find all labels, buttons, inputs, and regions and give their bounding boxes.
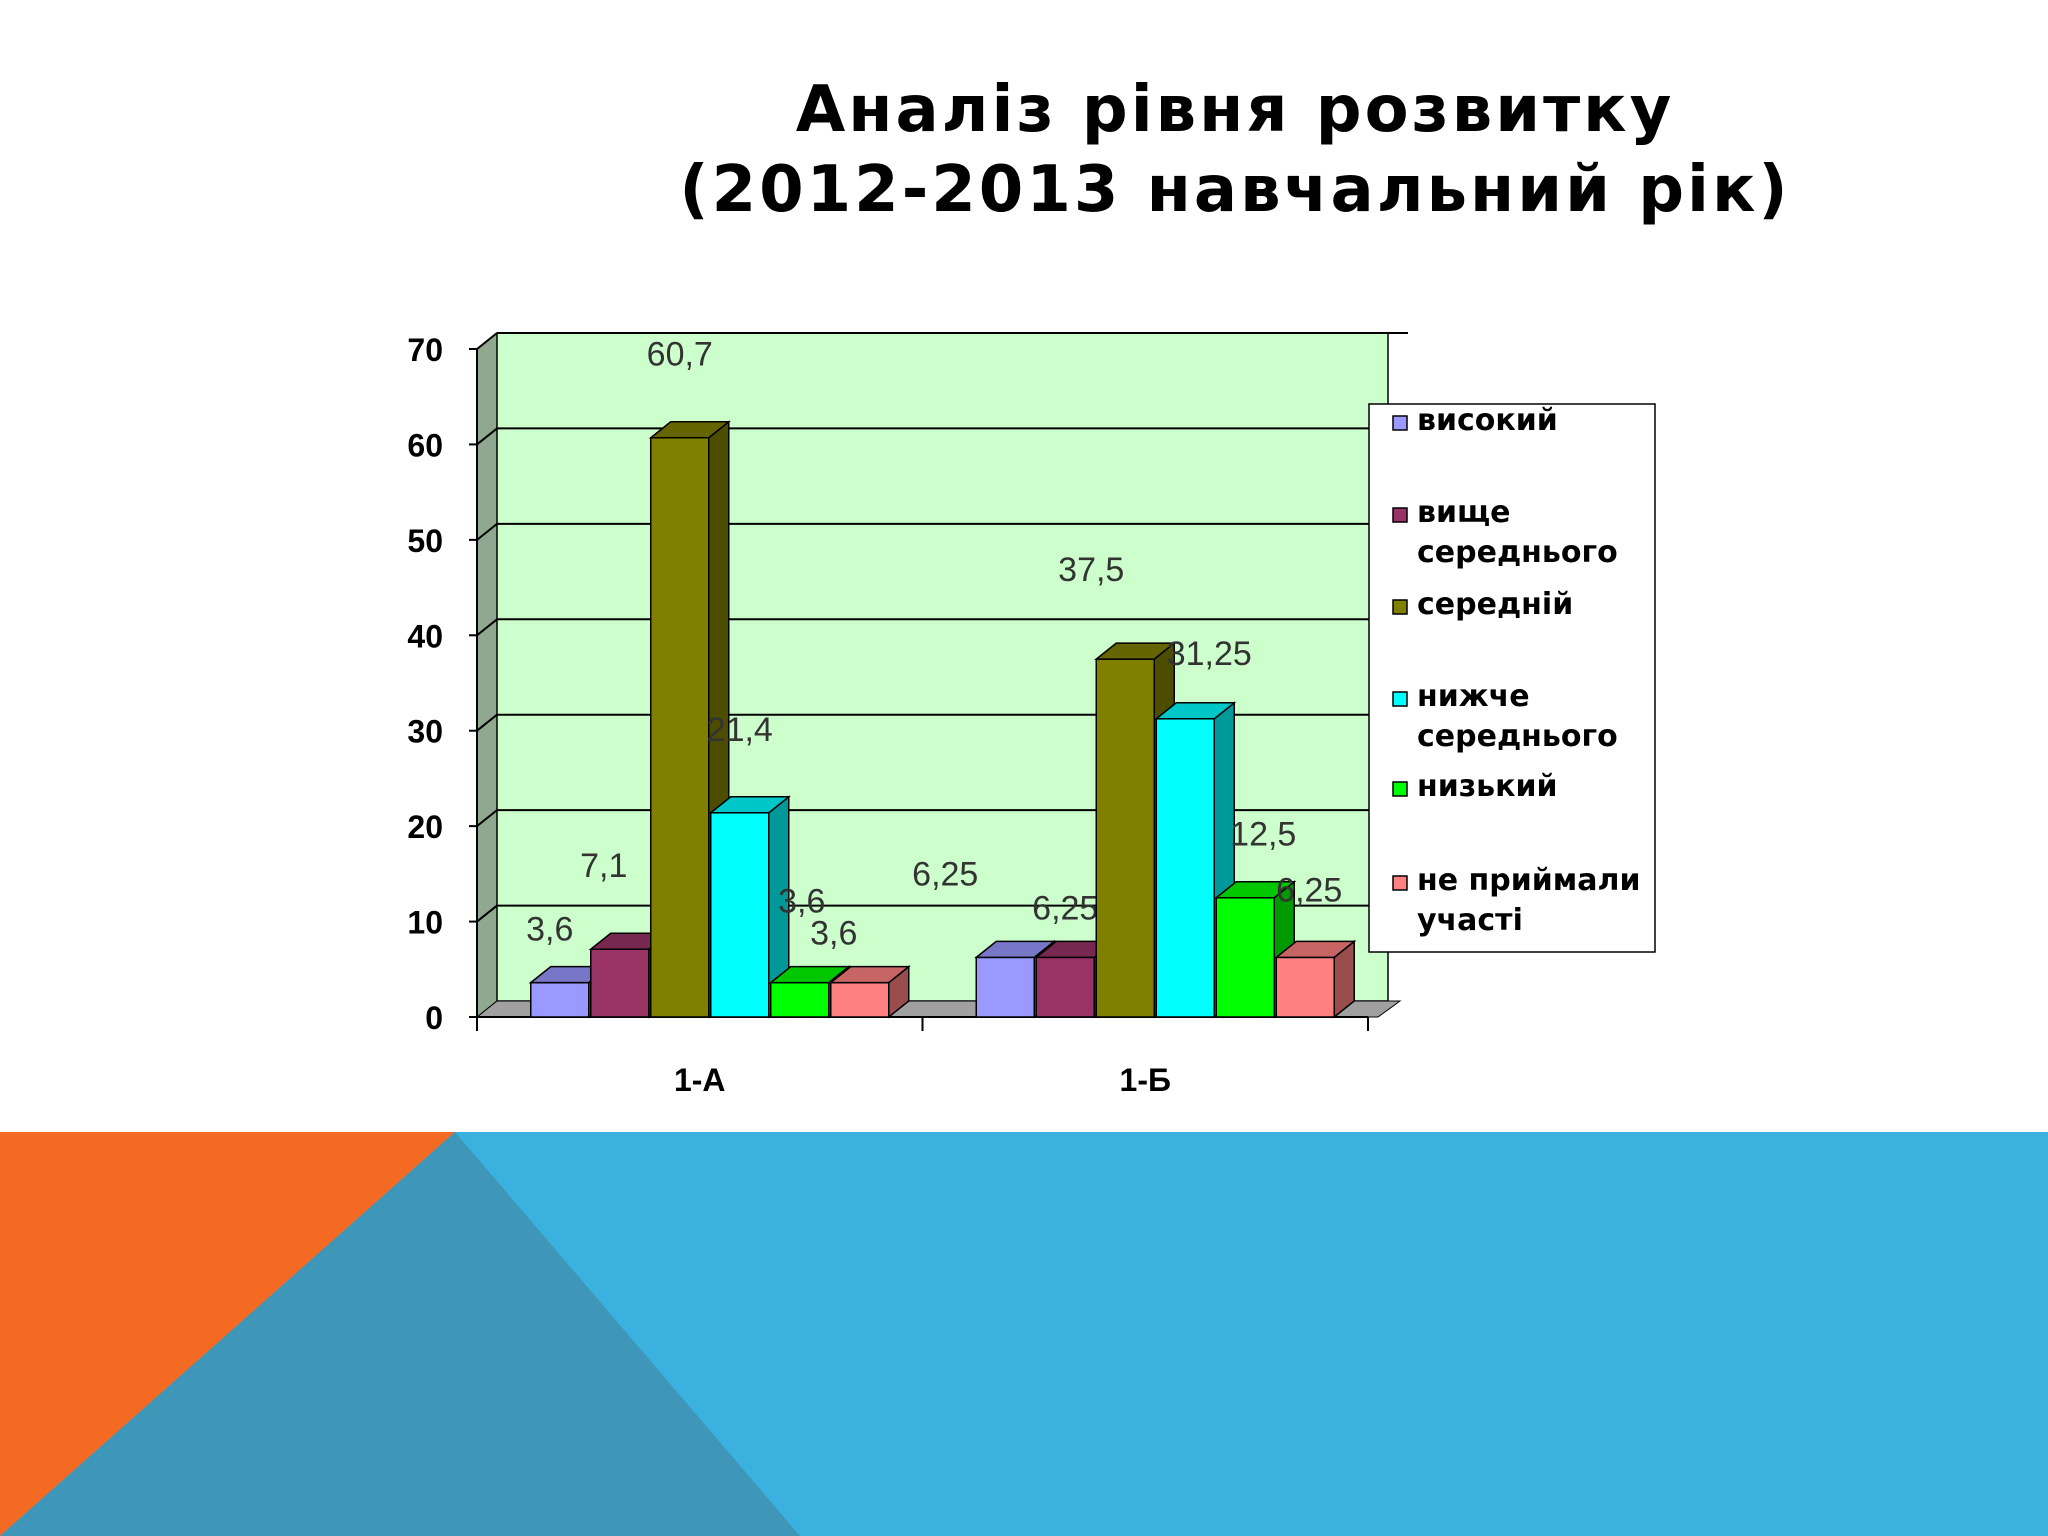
legend-item-label: не приймали участі bbox=[1417, 863, 1641, 938]
legend-swatch bbox=[1392, 415, 1408, 431]
bar-1-А-4 bbox=[770, 981, 830, 1018]
legend-swatch bbox=[1392, 875, 1408, 891]
data-label: 6,25 bbox=[1032, 889, 1098, 927]
data-label: 7,1 bbox=[580, 847, 627, 885]
legend-item-label: нижче середнього bbox=[1417, 679, 1618, 754]
bar-1-А-0 bbox=[530, 981, 590, 1018]
data-label: 3,6 bbox=[778, 883, 825, 921]
bar-1-А-3 bbox=[710, 812, 770, 1018]
y-tick-label: 20 bbox=[407, 809, 443, 845]
legend-item-label: низький bbox=[1417, 769, 1558, 804]
slide-title: Аналіз рівня розвитку (2012-2013 навчаль… bbox=[600, 70, 1870, 230]
bar-top bbox=[1154, 702, 1237, 720]
y-tick-label: 70 bbox=[407, 332, 443, 368]
y-tick-label: 0 bbox=[425, 1000, 443, 1036]
bar-1-Б-0 bbox=[975, 956, 1035, 1018]
data-label: 3,6 bbox=[526, 911, 573, 949]
slide-title-line-2: (2012-2013 навчальний рік) bbox=[679, 153, 1791, 227]
y-tick-label: 60 bbox=[407, 427, 443, 463]
bar-1-А-1 bbox=[590, 948, 650, 1018]
bar-top bbox=[768, 965, 851, 984]
bar-top bbox=[828, 965, 911, 984]
gridline-diagonal bbox=[476, 904, 498, 923]
data-label: 6,25 bbox=[912, 855, 978, 893]
bar-1-Б-5 bbox=[1275, 956, 1335, 1018]
bar-top bbox=[1094, 642, 1177, 660]
bar-1-Б-1 bbox=[1035, 956, 1095, 1018]
footer-band-steel bbox=[0, 1132, 800, 1536]
y-tick-label: 10 bbox=[407, 905, 443, 941]
gridline-diagonal bbox=[476, 523, 498, 541]
bar-1-А-5 bbox=[830, 981, 890, 1018]
bar-top bbox=[708, 796, 791, 814]
bar-top bbox=[974, 940, 1057, 959]
bar-top bbox=[648, 420, 731, 439]
legend-swatch bbox=[1392, 781, 1408, 797]
legend-item-label: середній bbox=[1417, 587, 1573, 622]
gridline-diagonal bbox=[476, 332, 498, 350]
y-tick-label: 40 bbox=[407, 618, 443, 654]
data-label: 3,6 bbox=[810, 915, 857, 953]
data-label: 21,4 bbox=[707, 711, 773, 749]
bar-chart: 0102030405060703,67,160,721,43,63,61-А6,… bbox=[407, 331, 1656, 1098]
legend-swatch bbox=[1392, 691, 1408, 707]
bar-1-А-2 bbox=[650, 436, 710, 1018]
x-tick-label: 1-А bbox=[674, 1062, 726, 1098]
gridline-diagonal bbox=[476, 809, 498, 827]
data-label: 37,5 bbox=[1058, 551, 1124, 589]
data-label: 60,7 bbox=[647, 336, 713, 374]
footer-band bbox=[0, 1132, 2048, 1536]
data-label: 6,25 bbox=[1276, 871, 1342, 909]
gridline-diagonal bbox=[476, 618, 498, 637]
chart-legend bbox=[1368, 403, 1656, 953]
gridline-diagonal bbox=[476, 427, 498, 446]
data-label: 31,25 bbox=[1167, 635, 1252, 673]
bar-1-Б-3 bbox=[1155, 718, 1215, 1018]
gridline-diagonal bbox=[476, 713, 498, 732]
bar-1-Б-2 bbox=[1095, 658, 1155, 1018]
legend-item-label: високий bbox=[1417, 403, 1558, 438]
slide-title-line-1: Аналіз рівня розвитку bbox=[795, 73, 1675, 147]
legend-swatch bbox=[1392, 599, 1408, 615]
data-label: 12,5 bbox=[1230, 816, 1296, 854]
y-tick-label: 30 bbox=[407, 714, 443, 750]
legend-item-label: вище середнього bbox=[1417, 495, 1618, 570]
bar-top bbox=[1214, 880, 1297, 899]
bar-top bbox=[1274, 940, 1357, 959]
legend-swatch bbox=[1392, 507, 1408, 523]
x-tick-label: 1-Б bbox=[1120, 1062, 1171, 1098]
y-tick-label: 50 bbox=[407, 523, 443, 559]
bar-1-Б-4 bbox=[1215, 896, 1275, 1018]
